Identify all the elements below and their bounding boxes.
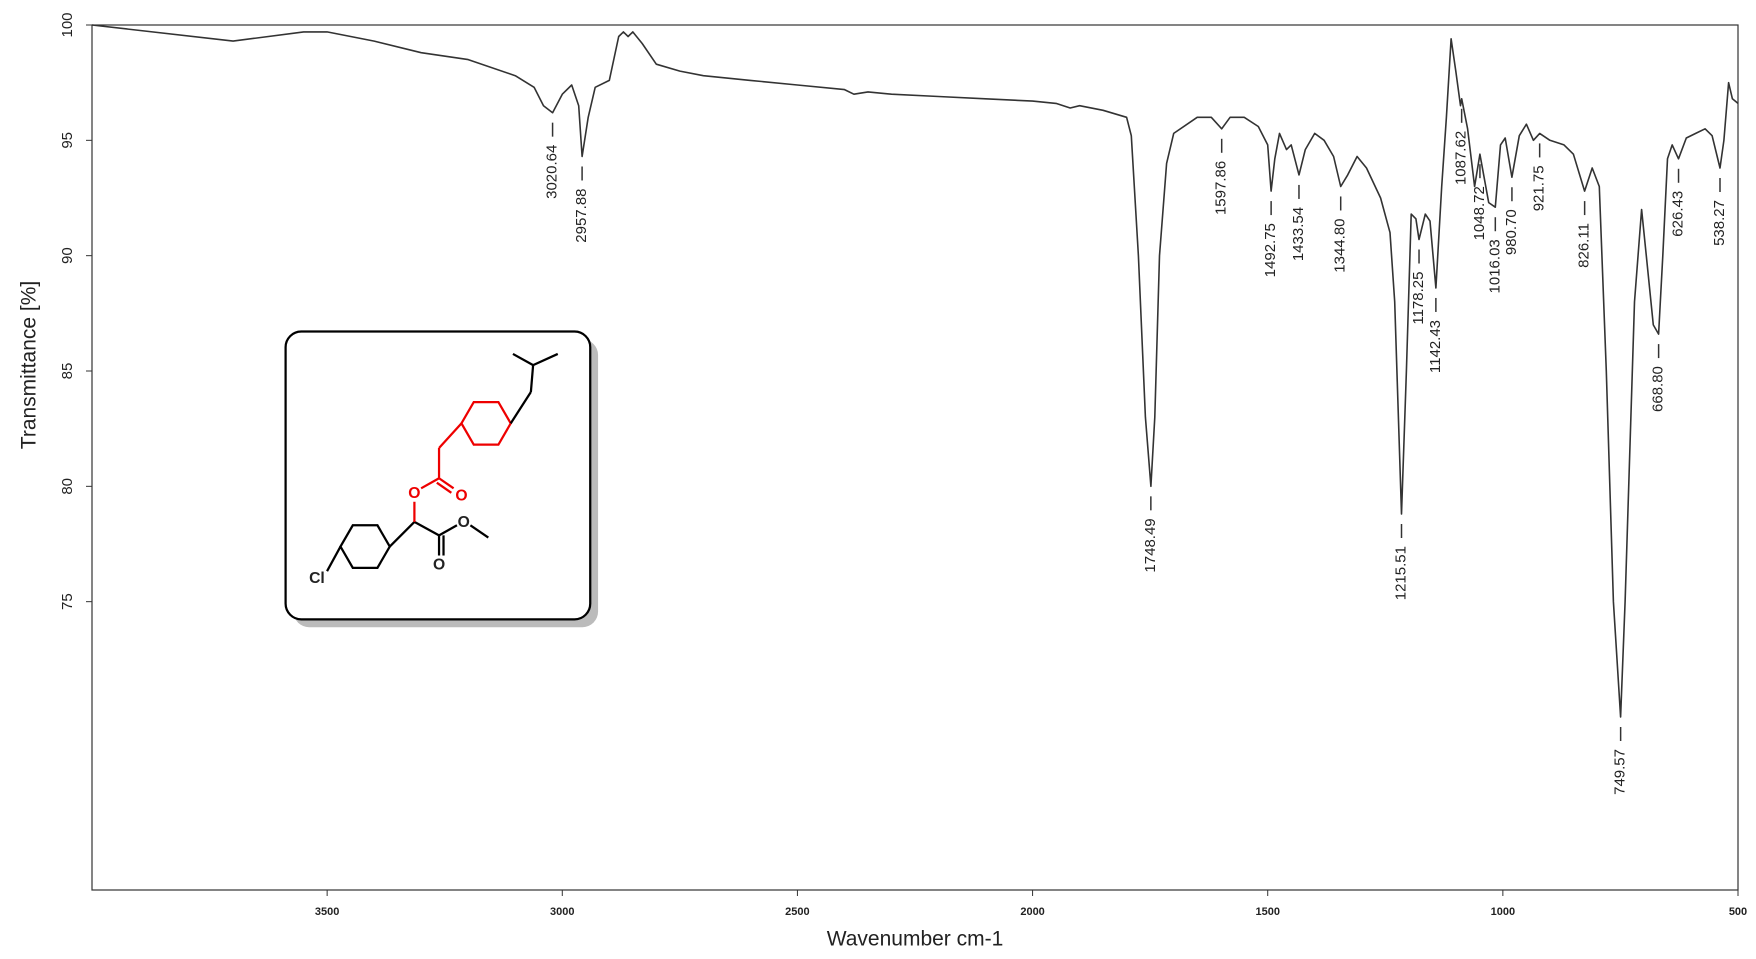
peak-label: 1178.25	[1410, 272, 1427, 325]
x-tick-label: 2000	[1020, 906, 1044, 918]
y-tick-label: 100	[59, 12, 76, 37]
spectrum-line	[91, 24, 1739, 718]
atom-label: Cl	[309, 570, 325, 587]
peak-label: 1016.03	[1486, 239, 1503, 293]
peak-label: 1748.49	[1142, 518, 1159, 572]
x-tick-label: 2500	[785, 906, 809, 918]
peak-label: 668.80	[1650, 366, 1667, 412]
peak-label: 1433.54	[1290, 207, 1307, 261]
peak-label: 1492.75	[1262, 223, 1279, 277]
y-tick-label: 95	[59, 132, 76, 149]
y-tick-label: 90	[59, 247, 76, 264]
x-tick-label: 1000	[1491, 906, 1515, 918]
atom-label: O	[433, 557, 445, 574]
peak-label: 626.43	[1670, 191, 1687, 237]
peak-label: 1215.51	[1392, 546, 1409, 600]
peak-label: 1597.86	[1213, 161, 1230, 215]
atom-label: O	[408, 485, 420, 502]
x-tick-label: 1500	[1255, 906, 1279, 918]
y-axis-title: Transmittance [%]	[18, 281, 41, 449]
peak-label: 980.70	[1503, 209, 1520, 255]
peak-label: 1142.43	[1427, 320, 1444, 373]
atom-label: O	[455, 487, 467, 504]
peak-label: 3020.64	[544, 145, 561, 199]
y-tick-label: 80	[59, 478, 76, 495]
peak-label: 2957.88	[573, 188, 590, 242]
plot-frame	[91, 24, 1739, 891]
peak-label: 826.11	[1576, 223, 1593, 268]
peak-label: 921.75	[1531, 165, 1548, 211]
peak-label: 1344.80	[1332, 218, 1349, 272]
peak-label: 1087.62	[1453, 131, 1470, 185]
y-tick-label: 75	[59, 593, 76, 610]
peak-label: 538.27	[1711, 200, 1728, 246]
x-tick-label: 3000	[550, 906, 574, 918]
peak-label: 749.57	[1612, 749, 1629, 795]
x-tick-label: 3500	[315, 906, 339, 918]
molecule-inset: O O O O Cl	[284, 330, 599, 628]
x-axis-title: Wavenumber cm-1	[827, 928, 1004, 951]
atom-label: O	[458, 514, 470, 531]
peak-label: 1048.72	[1471, 186, 1488, 240]
x-tick-label: 500	[1729, 906, 1747, 918]
y-tick-label: 85	[59, 363, 76, 380]
